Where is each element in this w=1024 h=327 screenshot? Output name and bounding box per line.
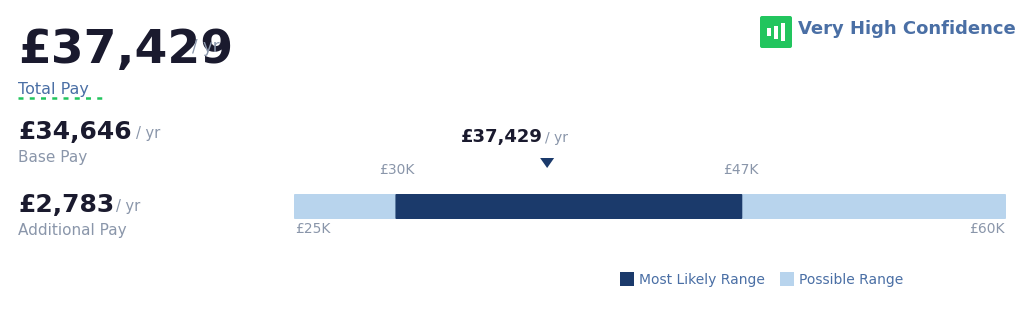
FancyBboxPatch shape xyxy=(760,16,792,48)
Text: / yr: / yr xyxy=(136,126,160,141)
FancyBboxPatch shape xyxy=(395,194,742,219)
Text: £34,646: £34,646 xyxy=(18,120,132,144)
Text: Very High Confidence: Very High Confidence xyxy=(798,20,1016,38)
Bar xyxy=(780,272,794,286)
Text: Total Pay: Total Pay xyxy=(18,82,89,97)
Text: / yr: / yr xyxy=(193,38,219,56)
Text: Most Likely Range: Most Likely Range xyxy=(639,273,765,287)
Text: £47K: £47K xyxy=(724,163,759,177)
Text: / yr: / yr xyxy=(116,199,140,214)
Bar xyxy=(620,272,634,286)
Bar xyxy=(774,26,778,39)
Text: £30K: £30K xyxy=(379,163,414,177)
Text: £2,783: £2,783 xyxy=(18,193,115,217)
Bar xyxy=(781,23,785,41)
Text: Base Pay: Base Pay xyxy=(18,150,87,165)
Polygon shape xyxy=(540,158,554,168)
Text: / yr: / yr xyxy=(545,131,568,145)
Text: £37,429: £37,429 xyxy=(18,28,233,73)
FancyBboxPatch shape xyxy=(294,194,1006,219)
Bar xyxy=(767,28,771,36)
Text: £25K: £25K xyxy=(295,222,331,236)
Text: £37,429: £37,429 xyxy=(461,128,543,146)
Text: Additional Pay: Additional Pay xyxy=(18,223,127,238)
Text: Possible Range: Possible Range xyxy=(799,273,903,287)
Text: £60K: £60K xyxy=(970,222,1005,236)
